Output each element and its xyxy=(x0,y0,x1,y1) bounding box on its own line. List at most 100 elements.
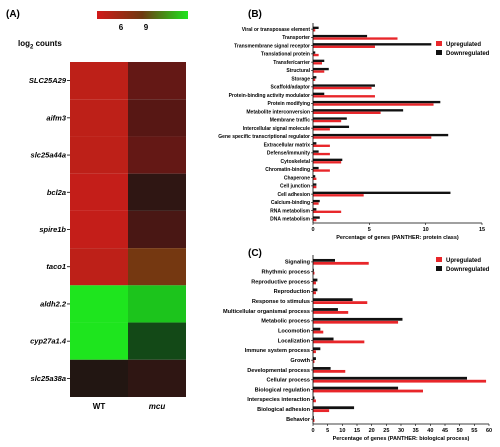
x-tick-label-40: 40 xyxy=(427,428,433,434)
category-label-intercellular-signal-molecule: Intercellular signal molecule xyxy=(243,126,310,132)
category-label-scaffold-adaptor: Scaffold/adaptor xyxy=(271,85,311,91)
bar-upregulated-behavior xyxy=(313,419,315,422)
bar-downregulated-calcium-binding xyxy=(313,199,320,203)
bar-downregulated-localization xyxy=(313,337,334,341)
x-tick-label-10: 10 xyxy=(423,227,429,233)
category-label-transfer-carrier: Transfer/carrier xyxy=(273,60,310,66)
legend-swatch-upregulated xyxy=(436,257,442,262)
category-label-membrane-traffic: Membrane traffic xyxy=(270,118,311,124)
heatmap-cell-bcl2a-wt xyxy=(70,173,128,211)
x-tick-label-15: 15 xyxy=(479,227,485,233)
bar-upregulated-rna-metabolism xyxy=(313,210,342,213)
bar-downregulated-cell-adhesion xyxy=(313,191,451,195)
category-label-cellular-process: Cellular process xyxy=(266,378,310,384)
bar-downregulated-viral-or-transposase-element xyxy=(313,26,319,30)
category-label-signaling: Signaling xyxy=(285,260,311,266)
bar-downregulated-structural xyxy=(313,67,329,71)
category-label-metabolic-process: Metabolic process xyxy=(261,319,310,325)
bar-upregulated-reproductive-process xyxy=(313,281,316,285)
bar-upregulated-gene-specific-transcriptional-regulator xyxy=(313,136,432,139)
heatmap-cell-slc25a29-mcu xyxy=(128,62,186,100)
bar-upregulated-cell-junction xyxy=(313,185,317,189)
heatmap-cell-aifm3-mcu xyxy=(128,99,186,137)
category-label-reproductive-process: Reproductive process xyxy=(251,279,310,285)
bar-upregulated-cellular-process xyxy=(313,379,487,383)
x-tick-label-30: 30 xyxy=(398,428,404,434)
bar-upregulated-viral-or-transposase-element xyxy=(313,29,316,32)
bar-downregulated-gene-specific-transcriptional-regulator xyxy=(313,133,449,137)
heatmap-cell-taco1-wt xyxy=(70,248,128,286)
bar-downregulated-membrane-traffic xyxy=(313,117,347,120)
legend-label-upregulated: Upregulated xyxy=(446,42,481,48)
heatmap-column-label-mcu: mcu xyxy=(149,402,166,411)
colorbar-title-main: log xyxy=(18,39,30,48)
bar-upregulated-cytoskeletal xyxy=(313,161,342,164)
bar-upregulated-immune-system-process xyxy=(313,350,316,354)
bar-downregulated-protein-modifying xyxy=(313,100,441,104)
category-label-storage: Storage xyxy=(291,76,310,82)
heatmap-row-label-bcl2a: bcl2a xyxy=(47,188,66,197)
bar-upregulated-structural xyxy=(313,70,325,73)
heatmap-row-label-aldh2-2: aldh2.2 xyxy=(40,299,67,308)
x-tick-label-5: 5 xyxy=(326,428,329,434)
category-label-transporter: Transporter xyxy=(282,35,310,41)
legend-swatch-downregulated xyxy=(436,266,442,271)
bar-upregulated-signaling xyxy=(313,261,369,265)
bar-downregulated-response-to-stimulus xyxy=(313,298,353,302)
legend-swatch-downregulated xyxy=(436,50,442,55)
bar-upregulated-chromatin-binding xyxy=(313,169,330,172)
bar-upregulated-response-to-stimulus xyxy=(313,301,368,305)
x-tick-label-20: 20 xyxy=(369,428,375,434)
heatmap-column-label-wt: WT xyxy=(93,402,106,411)
category-label-response-to-stimulus: Response to stimulus xyxy=(252,299,310,305)
bar-downregulated-multicellular-organismal-process xyxy=(313,308,338,311)
protein-class-chart: Viral or transposase element Transporter T… xyxy=(218,23,490,241)
bar-upregulated-developmental-process xyxy=(313,369,346,373)
bar-upregulated-rhythmic-process xyxy=(313,271,315,275)
bar-upregulated-biological-adhesion xyxy=(313,409,330,413)
bar-downregulated-protein-binding-activity-modulator xyxy=(313,92,325,96)
x-tick-label-10: 10 xyxy=(339,428,345,434)
category-label-biological-adhesion: Biological adhesion xyxy=(257,407,310,413)
heatmap-cell-slc25a38a-mcu xyxy=(128,359,186,397)
category-label-reproduction: Reproduction xyxy=(274,289,311,295)
heatmap-row-label-taco1: taco1 xyxy=(46,262,66,271)
heatmap-cell-aldh2-2-wt xyxy=(70,285,128,323)
bar-downregulated-developmental-process xyxy=(313,367,331,370)
category-label-rhythmic-process: Rhythmic process xyxy=(262,270,311,276)
bar-upregulated-localization xyxy=(313,340,365,344)
category-label-behavior: Behavior xyxy=(286,417,311,423)
category-label-gene-specific-transcriptional-regulator: Gene specific transcriptional regulator xyxy=(218,134,310,140)
category-label-cell-adhesion: Cell adhesion xyxy=(277,192,310,198)
panel-label-a: (A) xyxy=(6,9,20,20)
heatmap-cell-spire1b-wt xyxy=(70,210,128,249)
heatmap-cell-bcl2a-mcu xyxy=(128,173,186,211)
legend-label-downregulated: Downregulated xyxy=(446,267,490,273)
bar-downregulated-reproduction xyxy=(313,288,318,292)
category-label-multicellular-organismal-process: Multicellular organismal process xyxy=(223,309,310,315)
category-label-interspecies-interaction: Interspecies interaction xyxy=(247,397,310,403)
biological-process-chart: Signaling Rhythmic process Reproductive pr… xyxy=(223,255,492,442)
x-tick-label-0: 0 xyxy=(311,227,314,233)
colorbar-title: log2 counts xyxy=(18,39,62,51)
bar-upregulated-growth xyxy=(313,360,315,363)
x-tick-label-15: 15 xyxy=(354,428,360,434)
bar-upregulated-metabolic-process xyxy=(313,320,399,324)
bar-downregulated-intercellular-signal-molecule xyxy=(313,125,350,129)
heatmap-cell-taco1-mcu xyxy=(128,248,186,286)
category-label-calcium-binding: Calcium-binding xyxy=(271,200,310,206)
heatmap-row-label-spire1b: spire1b xyxy=(39,225,66,234)
bar-upregulated-calcium-binding xyxy=(313,202,319,205)
bar-downregulated-biological-regulation xyxy=(313,386,399,390)
category-label-defense-immunity: Defense/immunity xyxy=(267,151,310,157)
bar-downregulated-storage xyxy=(313,76,317,79)
heatmap-cell-slc25a44a-mcu xyxy=(128,136,186,174)
bar-downregulated-cytoskeletal xyxy=(313,158,343,162)
category-label-cytoskeletal: Cytoskeletal xyxy=(281,159,311,165)
heatmap-cell-slc25a44a-wt xyxy=(70,136,128,174)
bar-downregulated-biological-adhesion xyxy=(313,406,355,410)
legend-swatch-upregulated xyxy=(436,41,442,46)
heatmap-cell-aldh2-2-mcu xyxy=(128,285,186,323)
x-axis-label: Percentage of genes (PANTHER: protein cl… xyxy=(336,235,459,241)
bar-upregulated-transfer-carrier xyxy=(313,62,323,65)
